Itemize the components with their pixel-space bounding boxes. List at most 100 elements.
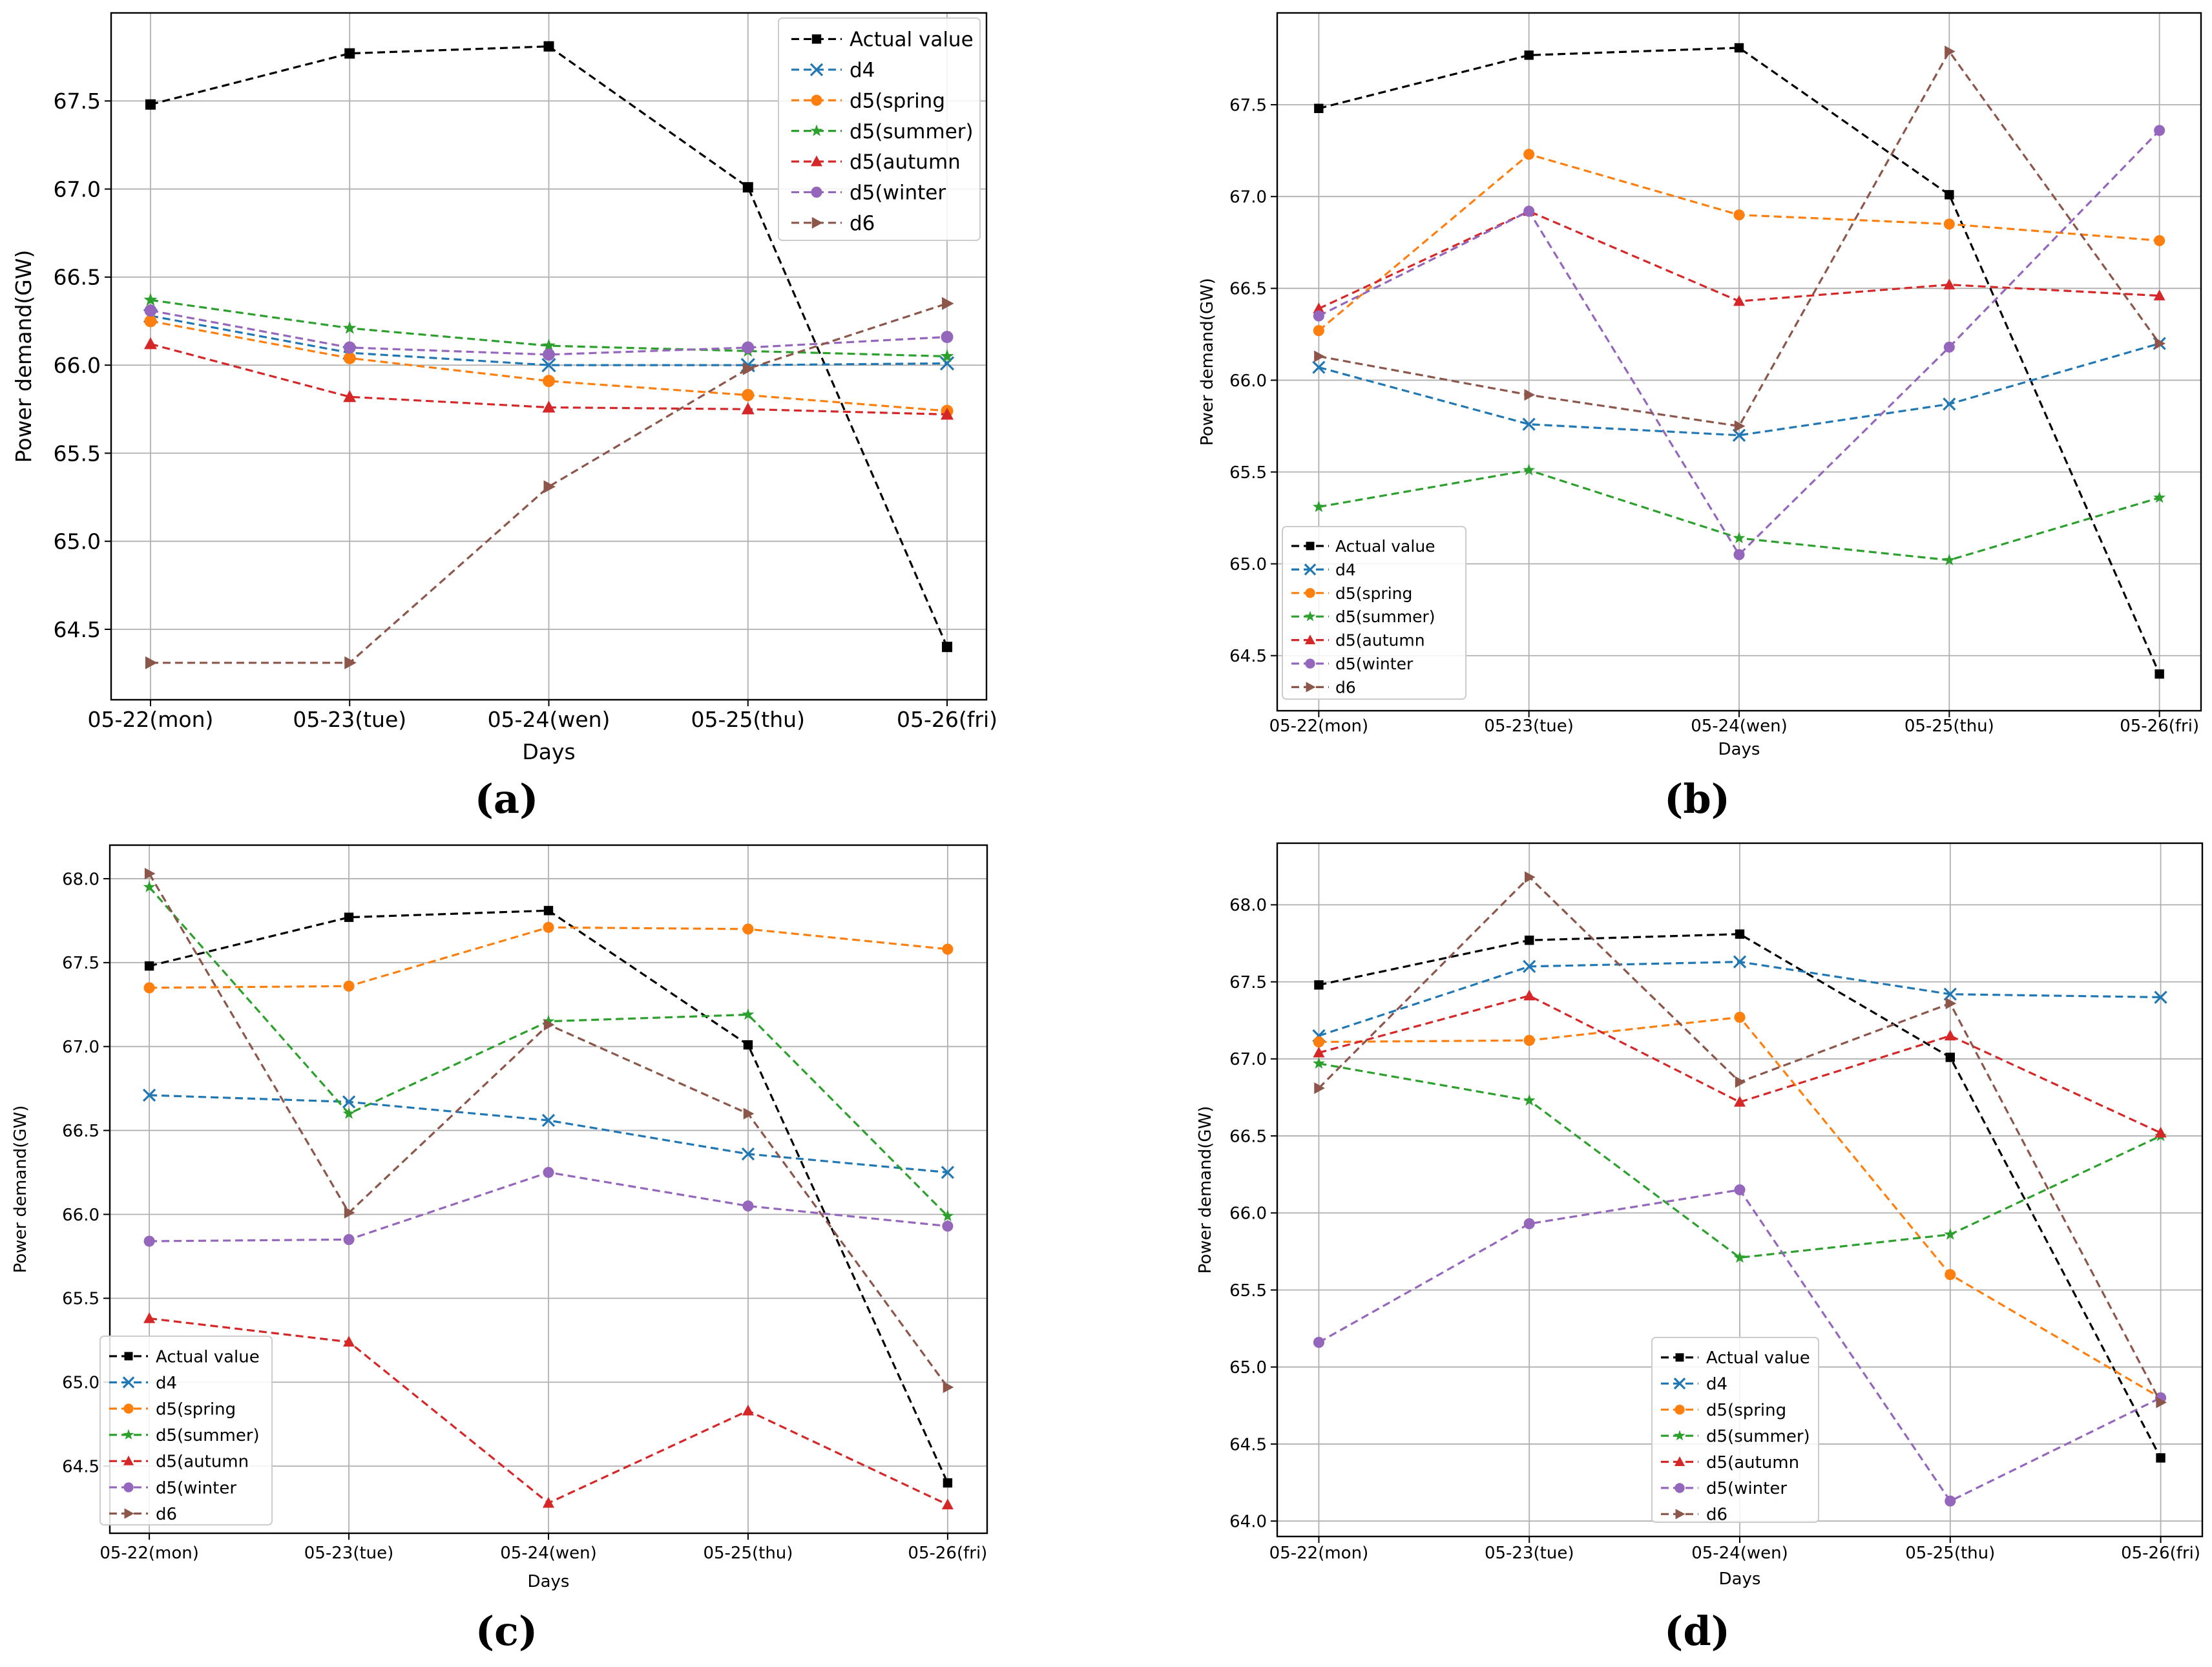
x-tick-label: 05-23(tue) xyxy=(1484,717,1574,736)
y-tick-label: 65.0 xyxy=(1229,1358,1267,1378)
data-point-d4 xyxy=(941,1166,955,1179)
data-point-d5-summer xyxy=(1943,554,1956,565)
data-point-d5-winter xyxy=(1733,549,1745,560)
x-tick-label: 05-23(tue) xyxy=(304,1544,394,1563)
x-tick-label: 05-23(tue) xyxy=(1485,1544,1574,1563)
data-point-d5-spring xyxy=(1313,1036,1324,1048)
chart-a-series-d6 xyxy=(145,297,954,669)
y-tick-label: 66.5 xyxy=(1229,1127,1267,1146)
chart-c-series-d5-summer xyxy=(143,881,954,1222)
data-point-d5-spring xyxy=(543,921,554,933)
data-point-d5-summer xyxy=(941,1210,954,1222)
data-point-d5-summer xyxy=(542,1014,555,1027)
y-tick-label: 66.0 xyxy=(62,1206,99,1225)
chart-d-x-axis-label: Days xyxy=(1719,1569,1761,1589)
data-point-d6 xyxy=(1314,1082,1325,1095)
data-point-d5-winter xyxy=(942,1221,954,1232)
legend-label-d5-winter: d5(winter xyxy=(156,1478,236,1498)
data-point-d5-summer xyxy=(2153,491,2166,503)
y-tick-label: 67.5 xyxy=(1229,96,1267,115)
chart-a-series-actual-value xyxy=(145,41,953,653)
chart-c-svg: 05-22(mon) 05-23(tue) 05-24(wen) 05-25(thu)… xyxy=(11,844,988,1591)
data-point-d5-winter xyxy=(1313,1337,1324,1348)
data-point-d6 xyxy=(742,362,755,375)
y-tick-label: 64.5 xyxy=(54,617,101,642)
chart-panel-d: 05-22(mon) 05-23(tue) 05-24(wen) 05-25(thu)… xyxy=(1106,834,2212,1667)
y-tick-label: 68.0 xyxy=(1229,896,1267,916)
chart-c-legend: Actual value d4 d5(spring d5(summer) d5(autu… xyxy=(99,1336,273,1525)
legend-label-d5-spring: d5(spring xyxy=(850,89,945,112)
data-point-d5-winter xyxy=(941,331,954,344)
chart-b-x-axis-label: Days xyxy=(1718,740,1760,759)
data-point-d5-autumn xyxy=(1944,1029,1956,1041)
legend-label-d6: d6 xyxy=(1335,678,1356,697)
legend-marker-actual-value xyxy=(811,34,822,44)
legend-marker-actual-value xyxy=(1306,541,1315,550)
data-point-actual-value xyxy=(344,48,355,59)
data-point-d5-summer xyxy=(940,349,954,362)
legend-marker-d4 xyxy=(1673,1378,1686,1390)
data-point-d5-autumn xyxy=(343,1336,355,1347)
legend-label-d5-summer: d5(summer) xyxy=(156,1426,260,1445)
data-point-d5-summer xyxy=(342,320,357,334)
y-tick-label: 65.0 xyxy=(62,1374,99,1393)
data-point-d4 xyxy=(1522,417,1536,431)
x-tick-label: 05-25(thu) xyxy=(691,707,805,732)
data-point-d6 xyxy=(1525,871,1536,883)
x-tick-label: 05-25(thu) xyxy=(1904,717,1994,736)
legend-marker-d5-summer xyxy=(1674,1430,1685,1441)
chart-panel-a: 05-22(mon) 05-23(tue) 05-24(wen) 05-25(thu)… xyxy=(0,0,1106,834)
data-point-actual-value xyxy=(1314,103,1324,113)
data-point-d5-autumn xyxy=(343,390,357,403)
chart-c-y-axis-label: Power demand(GW) xyxy=(11,1106,30,1274)
y-tick-label: 66.0 xyxy=(54,353,101,378)
y-tick-label: 64.5 xyxy=(62,1457,99,1476)
y-tick-label: 64.5 xyxy=(1229,647,1267,666)
y-tick-label: 66.5 xyxy=(1229,280,1267,299)
legend-label-d5-summer: d5(summer) xyxy=(850,120,974,143)
chart-b-legend: Actual value d4 d5(spring d5(summer) d5(autu… xyxy=(1282,526,1466,700)
data-point-d5-summer xyxy=(542,339,556,351)
chart-d-series-d5-winter xyxy=(1313,1184,2167,1507)
legend-label-d6: d6 xyxy=(850,212,875,235)
y-tick-label: 67.0 xyxy=(54,176,101,202)
data-point-d5-autumn xyxy=(543,1496,554,1508)
data-point-d6 xyxy=(344,656,357,669)
data-point-d6 xyxy=(1314,350,1325,362)
data-point-d5-autumn xyxy=(2155,1126,2167,1138)
chart-d-grid xyxy=(1277,843,2202,1536)
chart-a-svg: 05-22(mon) 05-23(tue) 05-24(wen) 05-25(thu)… xyxy=(11,12,997,764)
data-point-d5-winter xyxy=(343,341,356,354)
data-point-actual-value xyxy=(144,961,154,971)
series-line-d4 xyxy=(150,315,948,366)
data-point-d5-winter xyxy=(143,1235,155,1247)
data-point-actual-value xyxy=(2155,669,2164,679)
data-point-actual-value xyxy=(2156,1453,2165,1463)
data-point-d5-winter xyxy=(1734,1184,1746,1196)
legend-label-d5-autumn: d5(autumn xyxy=(1335,631,1425,650)
data-point-d5-spring xyxy=(1945,1269,1956,1281)
y-tick-label: 66.0 xyxy=(1229,372,1267,391)
data-point-d5-autumn xyxy=(542,401,556,413)
chart-b-plot-frame xyxy=(1276,12,2202,712)
legend-label-d5-winter: d5(winter xyxy=(1706,1479,1787,1498)
data-point-actual-value xyxy=(1314,980,1324,990)
legend-label-actual-value: Actual value xyxy=(1706,1348,1810,1368)
legend-marker-d5-spring xyxy=(1305,588,1315,598)
legend-label-d4: d4 xyxy=(1335,560,1356,579)
data-point-d6 xyxy=(144,868,156,880)
data-point-d5-summer xyxy=(143,881,156,892)
data-point-actual-value xyxy=(145,99,156,110)
data-point-d5-summer xyxy=(1944,1228,1957,1240)
chart-c-series-d4 xyxy=(142,1088,955,1179)
caption-a: (a) xyxy=(474,775,539,823)
legend-marker-d5-summer xyxy=(123,1429,134,1440)
data-point-actual-value xyxy=(543,906,554,916)
y-tick-label: 68.0 xyxy=(62,870,99,889)
data-point-d4 xyxy=(1943,397,1956,411)
x-tick-label: 05-25(thu) xyxy=(1905,1544,1995,1563)
data-point-actual-value xyxy=(1945,1053,1955,1062)
series-line-d6 xyxy=(151,302,948,664)
legend-marker-actual-value xyxy=(124,1352,133,1361)
data-point-d5-winter xyxy=(543,1166,554,1179)
